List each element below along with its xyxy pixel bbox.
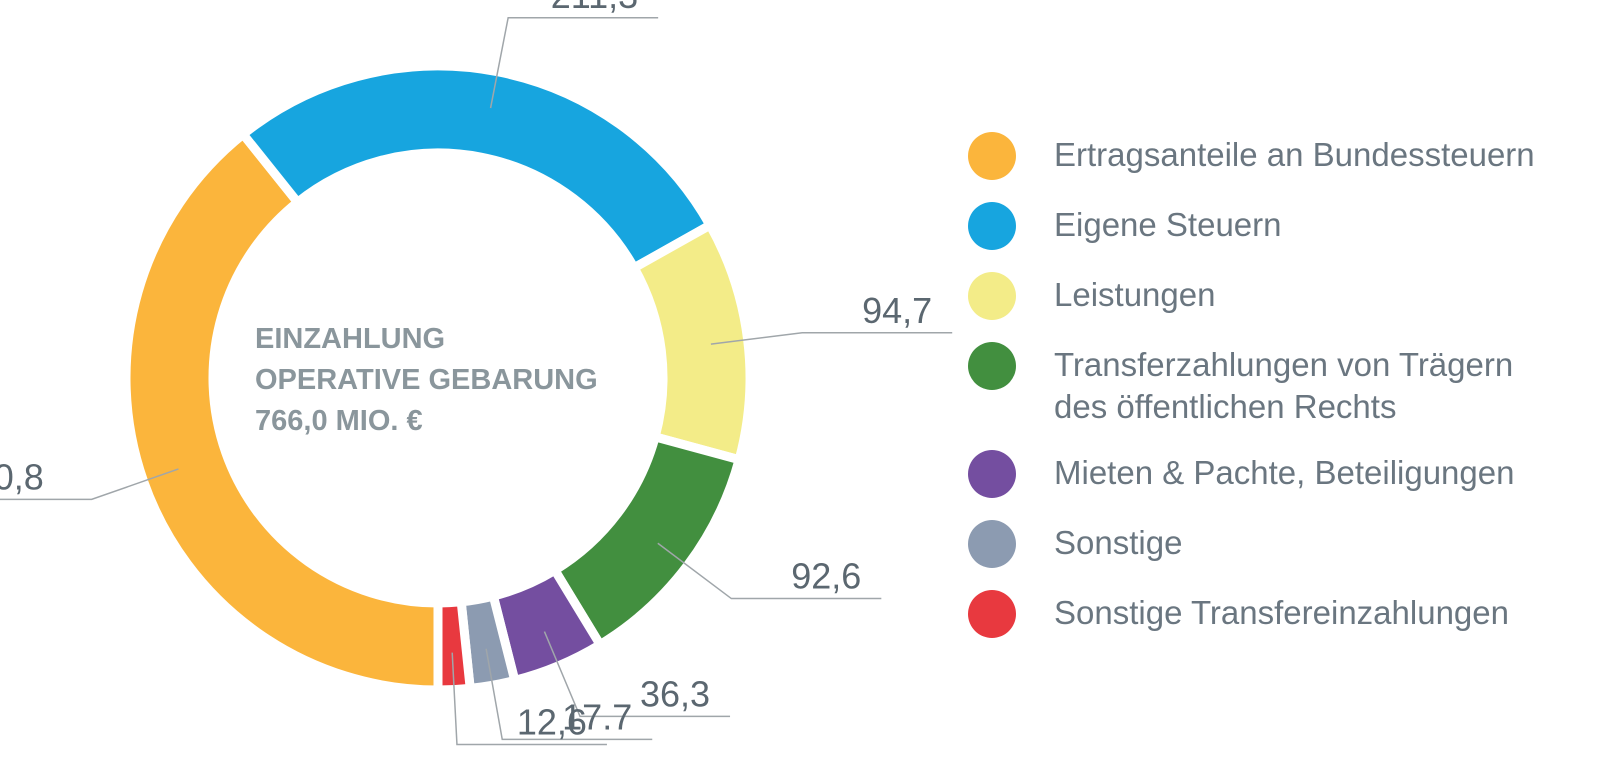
legend-swatch [968, 132, 1016, 180]
legend-item: Sonstige Transfereinzahlungen [968, 590, 1608, 638]
legend-label: Sonstige Transfereinzahlungen [1054, 594, 1509, 631]
leader-line [543, 631, 731, 718]
data-label: 94,7 [862, 290, 932, 331]
legend-item: Transferzahlungen von Trägern des öffent… [968, 342, 1608, 428]
legend: Ertragsanteile an Bundessteuern Eigene St… [968, 132, 1608, 660]
center-label: 766,0 MIO. € [255, 405, 423, 437]
data-label: 300,8 [0, 456, 44, 497]
donut-segment [433, 596, 476, 695]
legend-label: Mieten & Pachte, Beteiligungen [1054, 454, 1515, 491]
leader-line [657, 542, 882, 600]
legend-swatch [968, 450, 1016, 498]
leader-line [451, 652, 607, 746]
legend-item: Ertragsanteile an Bundessteuern [968, 132, 1608, 180]
legend-label: Eigene Steuern [1054, 206, 1282, 243]
center-label: OPERATIVE GEBARUNG [255, 364, 598, 396]
legend-item: Eigene Steuern [968, 202, 1608, 250]
leader-line [0, 468, 179, 501]
legend-swatch [968, 272, 1016, 320]
leader-line [710, 332, 953, 345]
data-label: 92,6 [791, 556, 861, 597]
legend-label: Ertragsanteile an Bundessteuern [1054, 136, 1535, 173]
donut-segment [121, 127, 443, 695]
legend-label: Sonstige [1054, 524, 1183, 561]
center-label: EINZAHLUNG [255, 323, 445, 355]
donut-segment [628, 219, 755, 466]
data-label: 17.7 [562, 696, 632, 737]
legend-label: Leistungen [1054, 276, 1216, 313]
leader-line [489, 17, 659, 109]
legend-swatch [968, 520, 1016, 568]
legend-item: Mieten & Pachte, Beteiligungen [968, 450, 1608, 498]
legend-label: Transferzahlungen von Trägern des öffent… [1054, 346, 1514, 425]
legend-item: Leistungen [968, 272, 1608, 320]
legend-swatch [968, 202, 1016, 250]
data-label: 211,3 [551, 0, 638, 16]
data-label: 12,6 [517, 702, 587, 743]
legend-swatch [968, 342, 1016, 390]
data-label: 36,3 [640, 673, 710, 714]
leader-line [485, 648, 653, 741]
donut-segment [236, 61, 717, 274]
legend-swatch [968, 590, 1016, 638]
legend-item: Sonstige [968, 520, 1608, 568]
